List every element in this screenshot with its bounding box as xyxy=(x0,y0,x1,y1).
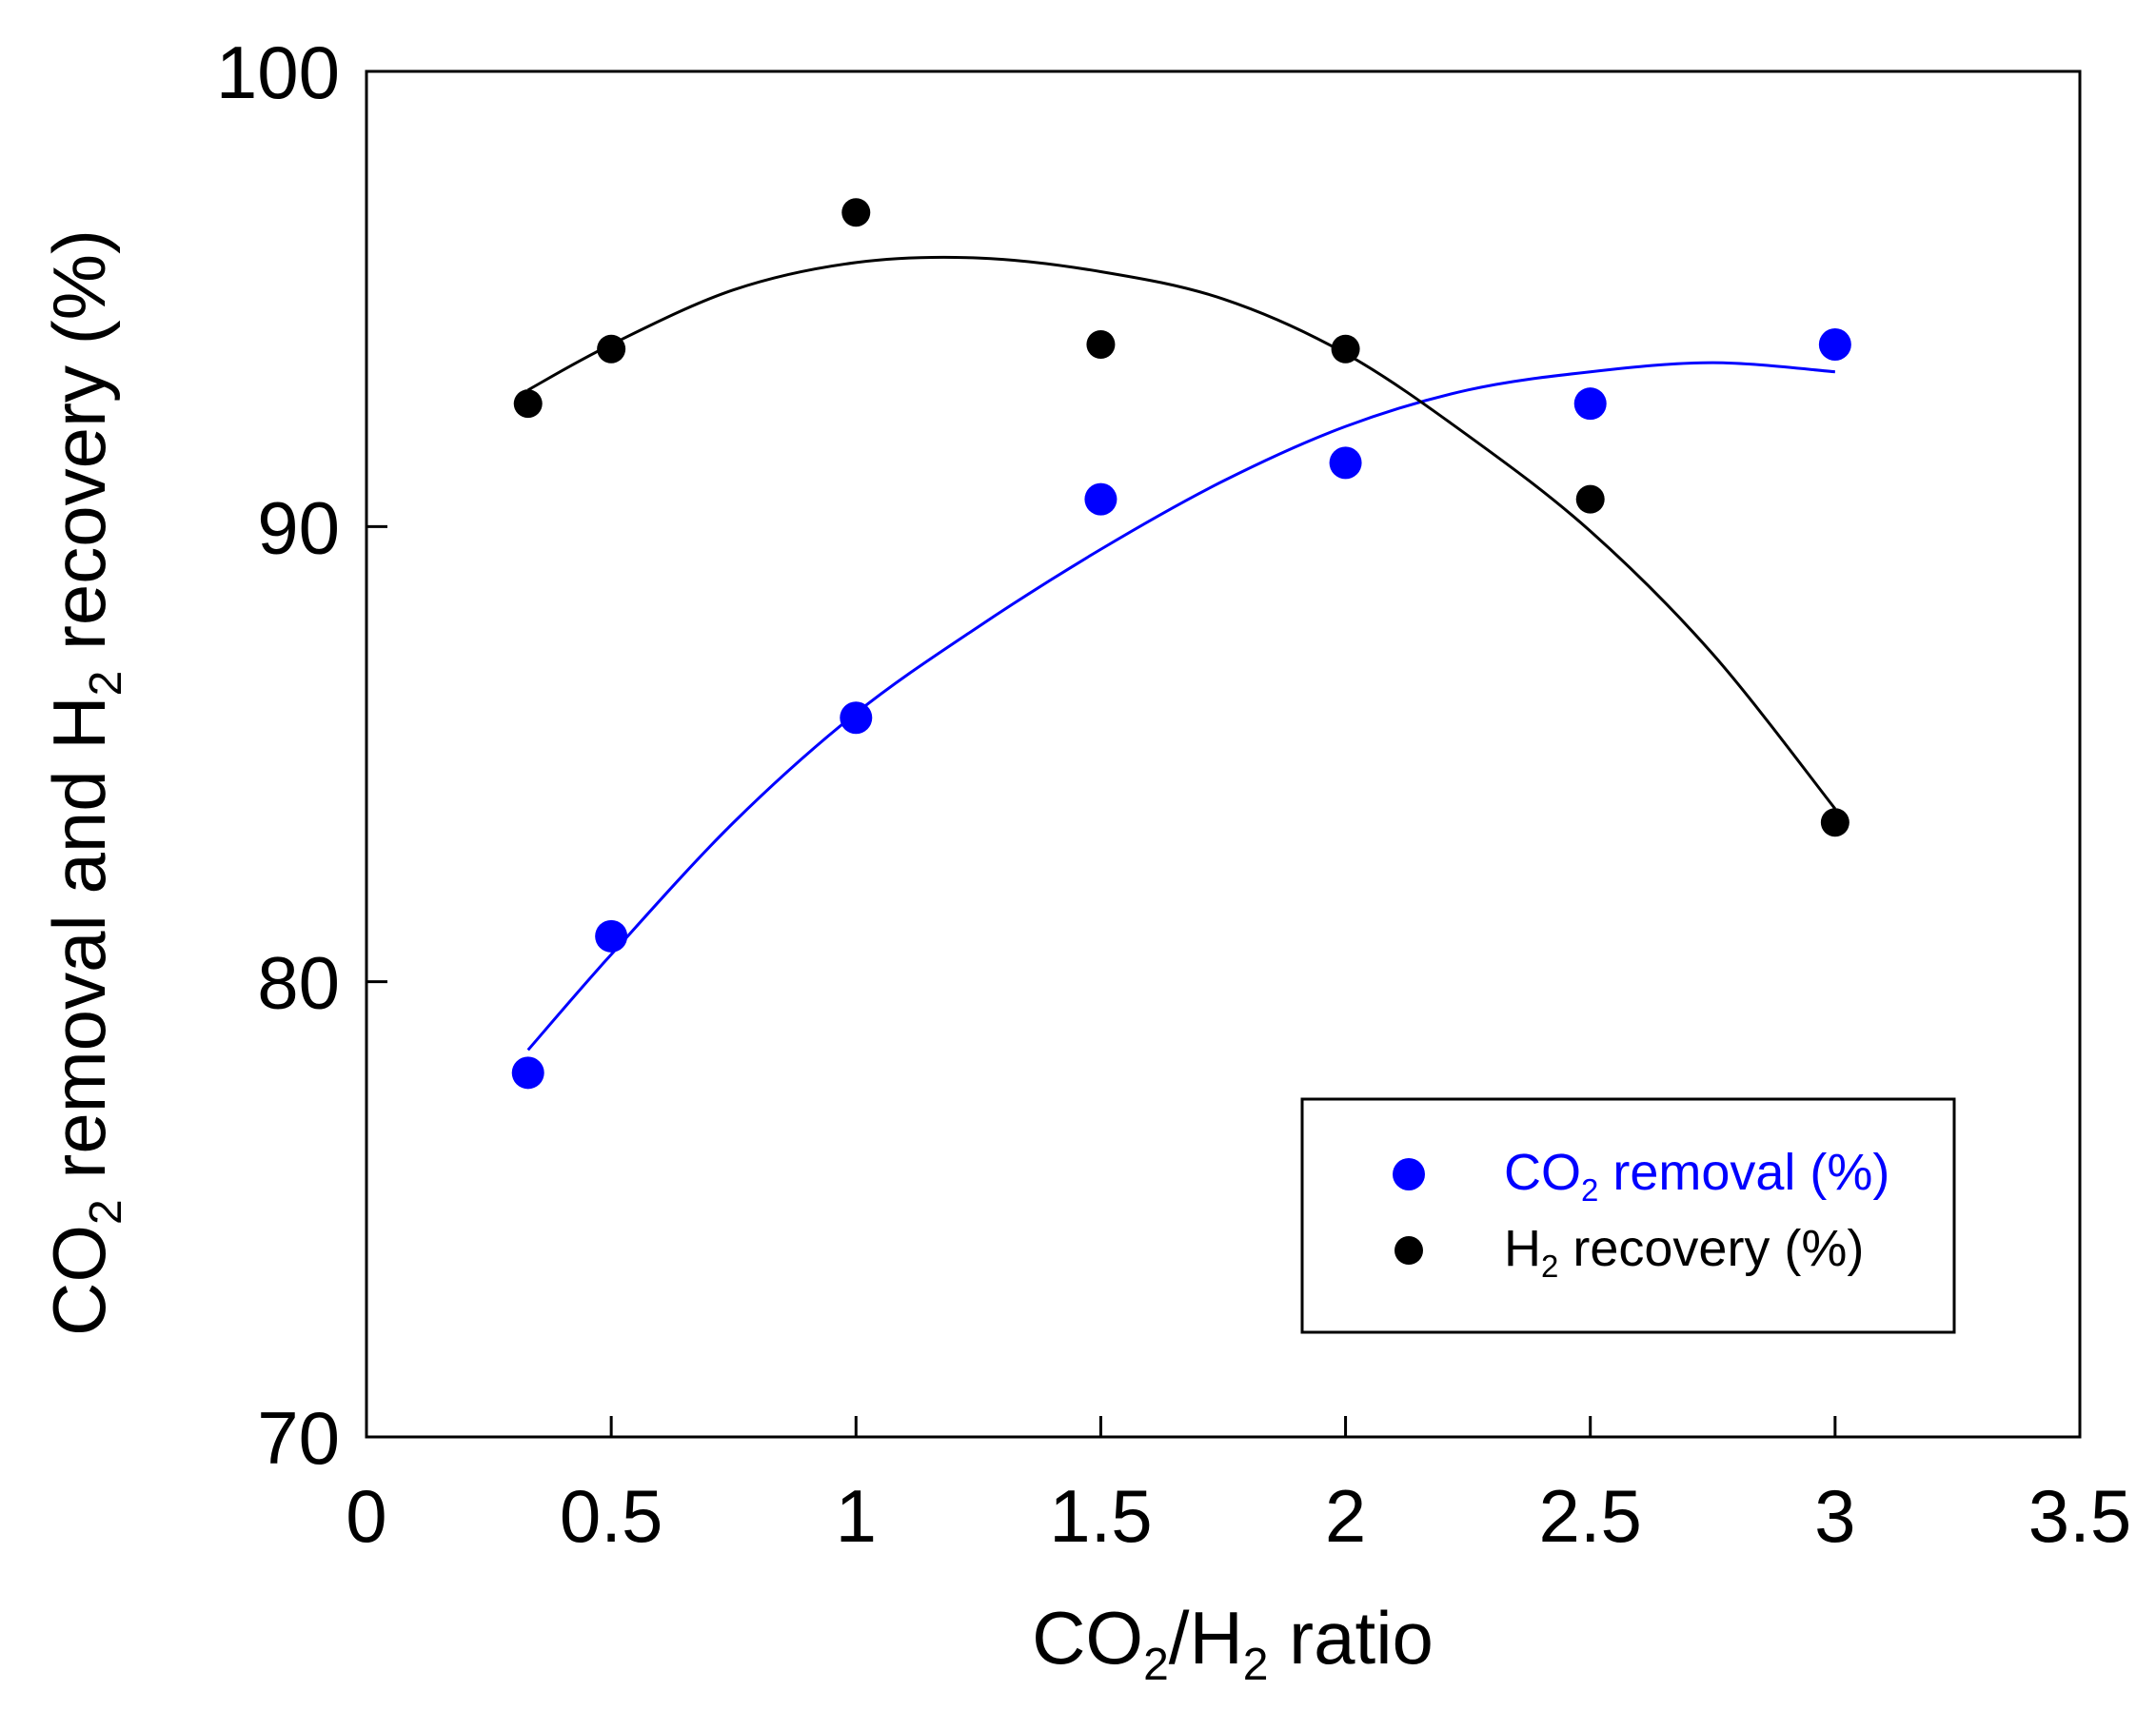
subscript: 2 xyxy=(1541,1249,1558,1284)
label-text: recovery (%) xyxy=(1558,1220,1864,1277)
fit-curve-co2-removal xyxy=(526,361,1835,1052)
legend-marker-h2-recovery xyxy=(1394,1236,1423,1265)
y-tick-label: 70 xyxy=(257,1396,340,1480)
x-tick-label: 0 xyxy=(346,1474,386,1558)
label-text: /H xyxy=(1169,1596,1243,1680)
x-tick-label: 2 xyxy=(1325,1474,1366,1558)
subscript: 2 xyxy=(81,671,131,697)
x-axis-title: CO2/H2 ratio xyxy=(1032,1596,1434,1690)
legend-box xyxy=(1300,1097,1956,1334)
y-tick-label: 90 xyxy=(257,485,340,569)
subscript: 2 xyxy=(81,1199,131,1225)
label-text: H xyxy=(1504,1220,1541,1277)
h2-recovery-point xyxy=(513,389,543,419)
fit-curve-h2-recovery xyxy=(526,255,1837,810)
label-text: CO xyxy=(37,1225,121,1336)
subscript: 2 xyxy=(1581,1172,1598,1208)
x-tick-label: 1 xyxy=(836,1474,877,1558)
co2-removal-point xyxy=(1084,482,1118,516)
co2-removal-point xyxy=(511,1056,544,1090)
label-text: CO xyxy=(1504,1144,1581,1201)
h2-recovery-point xyxy=(597,334,626,364)
label-text: recovery (%) xyxy=(37,229,121,671)
label-text: CO xyxy=(1032,1596,1143,1680)
legend-label-co2-removal: CO2 removal (%) xyxy=(1504,1144,1889,1208)
y-tick-label: 100 xyxy=(216,30,340,114)
co2-removal-point xyxy=(1818,328,1851,361)
y-axis-title: CO2 removal and H2 recovery (%) xyxy=(37,229,131,1336)
h2-recovery-point xyxy=(1086,330,1116,359)
h2-recovery-point xyxy=(841,198,871,227)
x-tick-label: 0.5 xyxy=(560,1474,663,1558)
x-tick-label: 1.5 xyxy=(1049,1474,1152,1558)
plot-frame xyxy=(365,69,2082,1439)
h2-recovery-point xyxy=(1820,808,1849,837)
co2-removal-point xyxy=(595,919,628,953)
legend-label-h2-recovery: H2 recovery (%) xyxy=(1504,1220,1864,1284)
co2-removal-point xyxy=(1573,387,1607,421)
subscript: 2 xyxy=(1143,1640,1169,1690)
h2-recovery-point xyxy=(1575,484,1605,514)
h2-recovery-point xyxy=(1331,334,1360,364)
x-tick-label: 3.5 xyxy=(2028,1474,2131,1558)
label-text: ratio xyxy=(1269,1596,1434,1680)
co2-removal-point xyxy=(1329,446,1362,480)
co2-removal-point xyxy=(840,701,873,735)
y-tick-label: 80 xyxy=(257,941,340,1025)
x-tick-label: 2.5 xyxy=(1538,1474,1641,1558)
x-tick-label: 3 xyxy=(1814,1474,1855,1558)
label-text: removal (%) xyxy=(1598,1144,1889,1201)
legend-marker-co2-removal xyxy=(1393,1158,1425,1190)
subscript: 2 xyxy=(1243,1640,1269,1690)
legend: CO2 removal (%)H2 recovery (%) xyxy=(1300,1097,1956,1334)
label-text: removal and H xyxy=(37,696,121,1199)
